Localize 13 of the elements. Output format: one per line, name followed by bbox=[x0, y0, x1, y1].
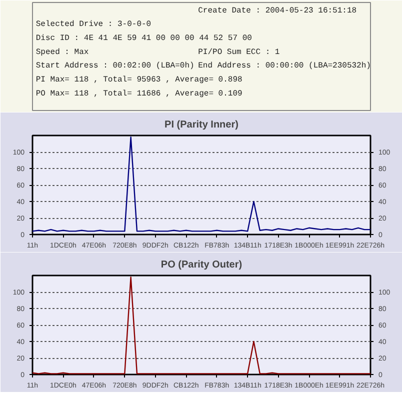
line-series bbox=[32, 276, 370, 374]
text: Start Address : 00:02:00 (LBA=0h) bbox=[36, 62, 194, 71]
line-series bbox=[32, 136, 370, 232]
text: PO Max= 118 , Total= 11686 , Average= 0.109 bbox=[36, 89, 243, 98]
text: PI/PO Sum ECC : 1 bbox=[198, 48, 280, 57]
text: PI Max= 118 , Total= 95963 , Average= 0.898 bbox=[36, 76, 243, 85]
text: Selected Drive : 3-0-0-0 bbox=[36, 20, 152, 30]
text: Disc ID : 4E 41 4E 59 41 00 00 00 44 52 57 00 bbox=[36, 34, 252, 43]
text: End Address : 00:00:00 (LBA=230532h) bbox=[198, 62, 371, 71]
text: Create Date : 2004-05-23 16:51:18 bbox=[198, 6, 357, 16]
chart-title: PI (Parity Inner) bbox=[164, 120, 238, 130]
text: Speed : Max bbox=[36, 48, 89, 57]
chart-title: PO (Parity Outer) bbox=[160, 260, 242, 270]
